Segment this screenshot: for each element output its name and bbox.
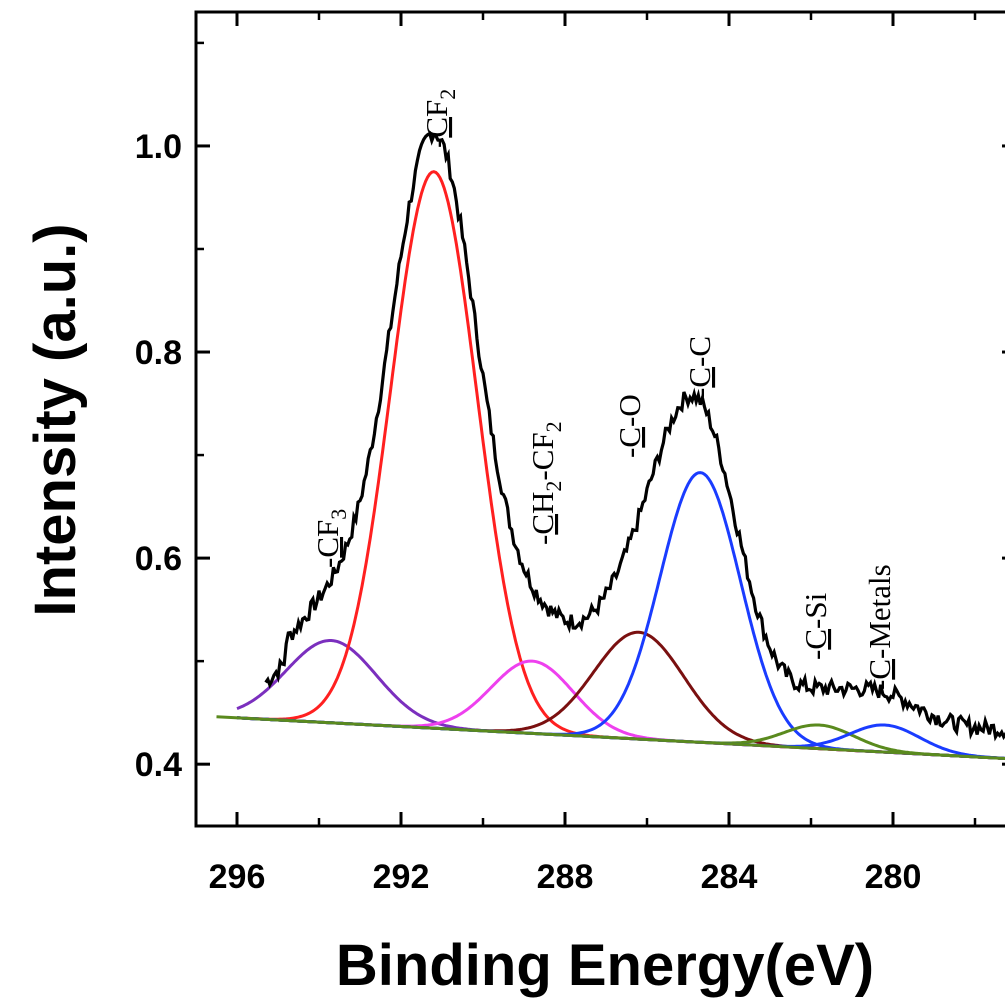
- component-curves: [216, 170, 1005, 760]
- x-tick-label: 292: [373, 858, 430, 896]
- y-tick-label: 0.4: [135, 746, 182, 784]
- measured-curve: [264, 131, 1005, 742]
- x-tick-label: 288: [537, 858, 594, 896]
- axis-tick-labels: 296 292 288 284 280 0.4 0.6 0.8 1.0: [135, 128, 922, 896]
- x-tick-label: 296: [209, 858, 266, 896]
- label-co: -C-O: [612, 394, 647, 458]
- label-cc: -C-C: [682, 336, 717, 398]
- y-tick-label: 0.8: [135, 334, 182, 372]
- x-tick-label: 280: [865, 858, 922, 896]
- label-cmetals: -C-Metals: [862, 564, 897, 690]
- x-axis-title: Binding Energy(eV): [336, 933, 874, 998]
- peak-labels: -CF3 -CF2 -CH2-CF2 -C-O -C-C -C-Si -C-Me…: [310, 89, 897, 690]
- y-tick-label: 1.0: [135, 128, 182, 166]
- y-tick-label: 0.6: [135, 540, 182, 578]
- label-ch2cf2: -CH2-CF2: [525, 421, 566, 545]
- x-tick-label: 284: [701, 858, 758, 896]
- axis-ticks: [196, 12, 1005, 826]
- plot-frame: [194, 10, 1005, 828]
- background-line: [216, 715, 1005, 760]
- label-cf2: -CF2: [419, 89, 460, 148]
- label-csi: -C-Si: [798, 592, 833, 660]
- y-axis-title: Intensity (a.u.): [23, 223, 88, 616]
- measured-spectrum: [264, 131, 1005, 742]
- label-cf3: -CF3: [310, 509, 351, 568]
